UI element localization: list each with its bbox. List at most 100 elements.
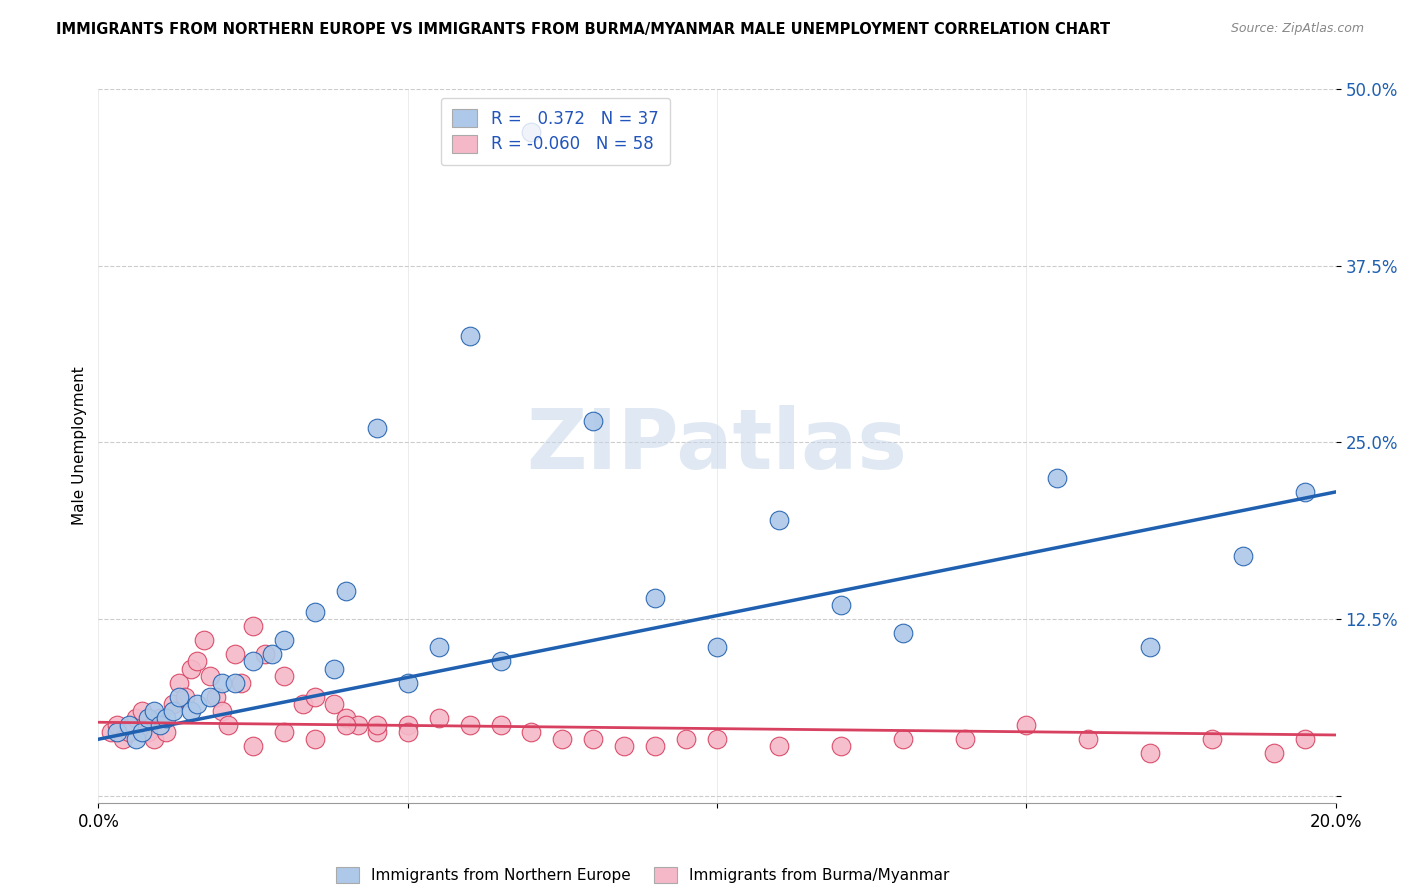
Point	[551, 732, 574, 747]
Point	[396, 725, 419, 739]
Point	[891, 732, 914, 747]
Point	[1232, 549, 1254, 563]
Text: Source: ZipAtlas.com: Source: ZipAtlas.com	[1230, 22, 1364, 36]
Point	[118, 718, 141, 732]
Point	[155, 711, 177, 725]
Point	[644, 739, 666, 754]
Point	[582, 414, 605, 428]
Point	[105, 718, 128, 732]
Point	[396, 675, 419, 690]
Point	[136, 725, 159, 739]
Point	[458, 718, 481, 732]
Point	[136, 711, 159, 725]
Point	[366, 718, 388, 732]
Point	[582, 732, 605, 747]
Point	[162, 704, 184, 718]
Point	[118, 725, 141, 739]
Text: ZIPatlas: ZIPatlas	[527, 406, 907, 486]
Point	[205, 690, 228, 704]
Point	[124, 732, 146, 747]
Point	[304, 690, 326, 704]
Point	[143, 732, 166, 747]
Point	[224, 648, 246, 662]
Point	[273, 633, 295, 648]
Point	[186, 697, 208, 711]
Point	[768, 739, 790, 754]
Point	[217, 718, 239, 732]
Point	[520, 725, 543, 739]
Point	[335, 583, 357, 598]
Point	[1077, 732, 1099, 747]
Point	[335, 711, 357, 725]
Point	[427, 640, 450, 655]
Point	[180, 704, 202, 718]
Point	[124, 711, 146, 725]
Point	[131, 725, 153, 739]
Point	[706, 640, 728, 655]
Point	[149, 711, 172, 725]
Point	[322, 697, 344, 711]
Point	[458, 329, 481, 343]
Point	[273, 725, 295, 739]
Point	[198, 690, 221, 704]
Point	[162, 697, 184, 711]
Point	[347, 718, 370, 732]
Text: IMMIGRANTS FROM NORTHERN EUROPE VS IMMIGRANTS FROM BURMA/MYANMAR MALE UNEMPLOYME: IMMIGRANTS FROM NORTHERN EUROPE VS IMMIG…	[56, 22, 1111, 37]
Point	[131, 704, 153, 718]
Point	[830, 739, 852, 754]
Point	[366, 421, 388, 435]
Point	[1046, 471, 1069, 485]
Point	[1201, 732, 1223, 747]
Point	[198, 668, 221, 682]
Point	[273, 668, 295, 682]
Point	[174, 690, 197, 704]
Point	[1139, 640, 1161, 655]
Point	[242, 619, 264, 633]
Point	[304, 605, 326, 619]
Legend: Immigrants from Northern Europe, Immigrants from Burma/Myanmar: Immigrants from Northern Europe, Immigra…	[330, 861, 956, 889]
Point	[1015, 718, 1038, 732]
Point	[322, 662, 344, 676]
Point	[242, 655, 264, 669]
Point	[254, 648, 277, 662]
Point	[830, 598, 852, 612]
Point	[675, 732, 697, 747]
Point	[1294, 732, 1316, 747]
Point	[1139, 747, 1161, 761]
Point	[105, 725, 128, 739]
Point	[167, 675, 190, 690]
Point	[260, 648, 283, 662]
Point	[427, 711, 450, 725]
Point	[366, 725, 388, 739]
Point	[211, 704, 233, 718]
Point	[242, 739, 264, 754]
Point	[193, 633, 215, 648]
Point	[304, 732, 326, 747]
Point	[396, 718, 419, 732]
Point	[891, 626, 914, 640]
Point	[520, 125, 543, 139]
Point	[167, 690, 190, 704]
Point	[155, 725, 177, 739]
Point	[335, 718, 357, 732]
Point	[489, 718, 512, 732]
Point	[644, 591, 666, 605]
Point	[211, 675, 233, 690]
Point	[224, 675, 246, 690]
Point	[953, 732, 976, 747]
Point	[229, 675, 252, 690]
Point	[706, 732, 728, 747]
Point	[143, 704, 166, 718]
Point	[489, 655, 512, 669]
Point	[149, 718, 172, 732]
Point	[112, 732, 135, 747]
Point	[768, 513, 790, 527]
Point	[291, 697, 314, 711]
Y-axis label: Male Unemployment: Male Unemployment	[72, 367, 87, 525]
Point	[180, 662, 202, 676]
Point	[1263, 747, 1285, 761]
Point	[100, 725, 122, 739]
Point	[613, 739, 636, 754]
Point	[1294, 484, 1316, 499]
Point	[186, 655, 208, 669]
